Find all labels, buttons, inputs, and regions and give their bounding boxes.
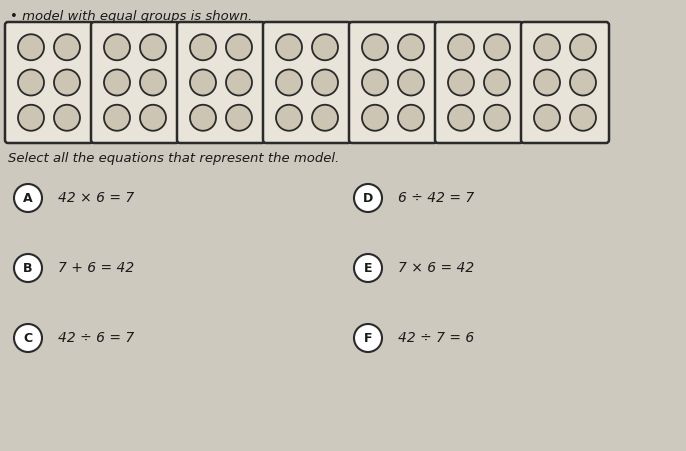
Circle shape	[354, 324, 382, 352]
FancyBboxPatch shape	[91, 22, 179, 143]
Circle shape	[570, 105, 596, 131]
Circle shape	[448, 69, 474, 96]
FancyBboxPatch shape	[349, 22, 437, 143]
Circle shape	[312, 34, 338, 60]
Circle shape	[312, 105, 338, 131]
Circle shape	[104, 69, 130, 96]
Circle shape	[276, 105, 302, 131]
Text: 7 + 6 = 42: 7 + 6 = 42	[58, 261, 134, 275]
Text: 7 × 6 = 42: 7 × 6 = 42	[398, 261, 474, 275]
Circle shape	[18, 105, 44, 131]
Text: 6 ÷ 42 = 7: 6 ÷ 42 = 7	[398, 191, 474, 205]
Circle shape	[362, 69, 388, 96]
Circle shape	[484, 34, 510, 60]
Circle shape	[354, 254, 382, 282]
Circle shape	[14, 254, 42, 282]
Circle shape	[226, 105, 252, 131]
Circle shape	[484, 105, 510, 131]
Text: F: F	[364, 331, 372, 345]
Circle shape	[190, 105, 216, 131]
FancyBboxPatch shape	[435, 22, 523, 143]
Circle shape	[54, 34, 80, 60]
Text: 42 ÷ 7 = 6: 42 ÷ 7 = 6	[398, 331, 474, 345]
Circle shape	[140, 34, 166, 60]
Text: D: D	[363, 192, 373, 204]
Circle shape	[190, 69, 216, 96]
Circle shape	[398, 105, 424, 131]
Circle shape	[276, 69, 302, 96]
Circle shape	[362, 34, 388, 60]
Circle shape	[54, 69, 80, 96]
Circle shape	[534, 105, 560, 131]
Circle shape	[140, 69, 166, 96]
Text: • model with equal groups is shown.: • model with equal groups is shown.	[10, 10, 252, 23]
FancyBboxPatch shape	[263, 22, 351, 143]
Circle shape	[190, 34, 216, 60]
Text: A: A	[23, 192, 33, 204]
Circle shape	[312, 69, 338, 96]
Circle shape	[362, 105, 388, 131]
FancyBboxPatch shape	[521, 22, 609, 143]
Text: 42 ÷ 6 = 7: 42 ÷ 6 = 7	[58, 331, 134, 345]
Circle shape	[398, 69, 424, 96]
Circle shape	[448, 105, 474, 131]
Circle shape	[18, 69, 44, 96]
Circle shape	[448, 34, 474, 60]
Circle shape	[570, 34, 596, 60]
Circle shape	[104, 34, 130, 60]
Text: Select all the equations that represent the model.: Select all the equations that represent …	[8, 152, 340, 165]
FancyBboxPatch shape	[177, 22, 265, 143]
Circle shape	[534, 34, 560, 60]
Text: E: E	[364, 262, 372, 275]
Circle shape	[14, 184, 42, 212]
Circle shape	[140, 105, 166, 131]
Circle shape	[18, 34, 44, 60]
Circle shape	[14, 324, 42, 352]
Circle shape	[354, 184, 382, 212]
Circle shape	[226, 34, 252, 60]
Text: 42 × 6 = 7: 42 × 6 = 7	[58, 191, 134, 205]
Circle shape	[226, 69, 252, 96]
Circle shape	[398, 34, 424, 60]
Circle shape	[54, 105, 80, 131]
FancyBboxPatch shape	[5, 22, 93, 143]
Circle shape	[276, 34, 302, 60]
Circle shape	[484, 69, 510, 96]
Circle shape	[570, 69, 596, 96]
Text: B: B	[23, 262, 33, 275]
Circle shape	[104, 105, 130, 131]
Text: C: C	[23, 331, 32, 345]
Circle shape	[534, 69, 560, 96]
